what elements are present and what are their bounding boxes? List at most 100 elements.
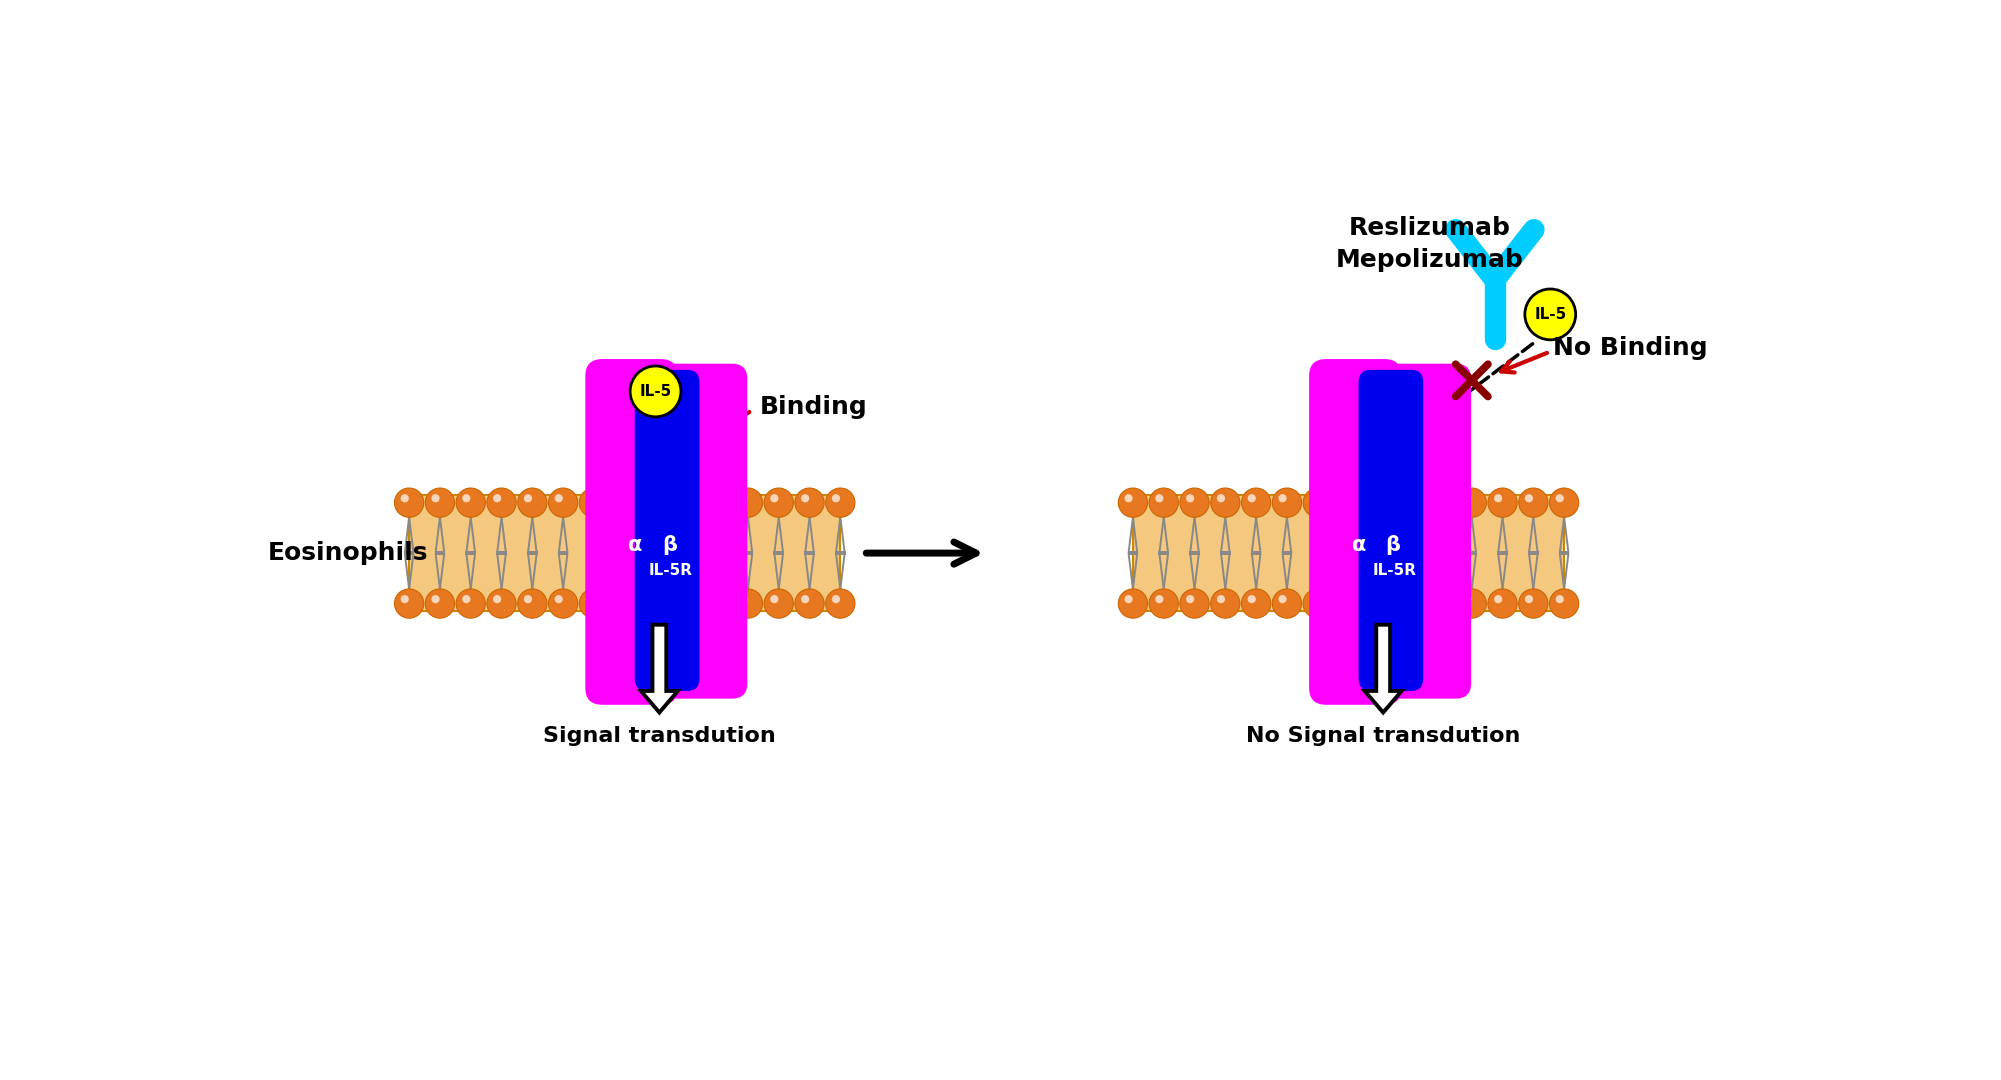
Circle shape bbox=[586, 595, 594, 604]
Circle shape bbox=[764, 589, 792, 618]
Circle shape bbox=[800, 595, 808, 604]
Circle shape bbox=[1241, 589, 1271, 618]
Circle shape bbox=[1401, 595, 1411, 604]
Circle shape bbox=[1433, 595, 1441, 604]
Text: IL-5: IL-5 bbox=[1535, 307, 1567, 322]
Text: β: β bbox=[1385, 536, 1401, 555]
Circle shape bbox=[1303, 589, 1333, 618]
Circle shape bbox=[1279, 495, 1287, 502]
Circle shape bbox=[1155, 495, 1163, 502]
Circle shape bbox=[394, 488, 424, 517]
Circle shape bbox=[1187, 495, 1195, 502]
Circle shape bbox=[1249, 495, 1257, 502]
Circle shape bbox=[1463, 495, 1471, 502]
Circle shape bbox=[1457, 589, 1487, 618]
Circle shape bbox=[708, 595, 716, 604]
Circle shape bbox=[1335, 589, 1363, 618]
Circle shape bbox=[794, 488, 824, 517]
Circle shape bbox=[702, 589, 732, 618]
Circle shape bbox=[524, 595, 532, 604]
Circle shape bbox=[1119, 589, 1147, 618]
Circle shape bbox=[580, 589, 608, 618]
Circle shape bbox=[640, 589, 670, 618]
Circle shape bbox=[1525, 220, 1543, 239]
Circle shape bbox=[1125, 495, 1133, 502]
Text: Binding: Binding bbox=[760, 395, 866, 419]
Text: α: α bbox=[628, 536, 642, 555]
Circle shape bbox=[462, 595, 470, 604]
Circle shape bbox=[1495, 595, 1503, 604]
Circle shape bbox=[1365, 488, 1395, 517]
Circle shape bbox=[394, 589, 424, 618]
Circle shape bbox=[1341, 495, 1349, 502]
Circle shape bbox=[1457, 488, 1487, 517]
Circle shape bbox=[1555, 495, 1565, 502]
Circle shape bbox=[616, 495, 624, 502]
Circle shape bbox=[678, 595, 686, 604]
Text: Reslizumab: Reslizumab bbox=[1349, 216, 1511, 240]
Circle shape bbox=[630, 366, 680, 417]
Circle shape bbox=[702, 488, 732, 517]
Circle shape bbox=[548, 488, 578, 517]
FancyBboxPatch shape bbox=[586, 359, 678, 705]
Circle shape bbox=[1273, 589, 1301, 618]
Text: β: β bbox=[662, 536, 676, 555]
Circle shape bbox=[800, 495, 808, 502]
Circle shape bbox=[1401, 495, 1411, 502]
Circle shape bbox=[554, 495, 562, 502]
Text: No Signal transdution: No Signal transdution bbox=[1247, 727, 1521, 746]
Circle shape bbox=[610, 589, 640, 618]
Circle shape bbox=[646, 595, 654, 604]
Circle shape bbox=[1489, 589, 1517, 618]
Circle shape bbox=[518, 589, 546, 618]
Circle shape bbox=[1309, 495, 1317, 502]
Circle shape bbox=[1485, 329, 1505, 349]
Polygon shape bbox=[640, 624, 678, 713]
Circle shape bbox=[1211, 488, 1241, 517]
Text: Mepolizumab: Mepolizumab bbox=[1335, 248, 1523, 272]
Circle shape bbox=[1211, 589, 1241, 618]
Bar bbox=[1133, 496, 1565, 611]
Circle shape bbox=[1217, 595, 1225, 604]
Circle shape bbox=[1447, 220, 1465, 239]
Text: IL-5R: IL-5R bbox=[648, 563, 692, 578]
Circle shape bbox=[456, 589, 486, 618]
Text: Eosinophils: Eosinophils bbox=[268, 541, 428, 565]
Circle shape bbox=[400, 495, 408, 502]
Circle shape bbox=[770, 495, 778, 502]
Circle shape bbox=[764, 488, 792, 517]
Circle shape bbox=[832, 495, 840, 502]
Bar bbox=[408, 496, 840, 611]
Circle shape bbox=[1495, 495, 1503, 502]
Circle shape bbox=[1519, 589, 1549, 618]
Text: No Binding: No Binding bbox=[1553, 336, 1709, 360]
Circle shape bbox=[616, 595, 624, 604]
Circle shape bbox=[1155, 595, 1163, 604]
Circle shape bbox=[708, 495, 716, 502]
Circle shape bbox=[672, 488, 700, 517]
Circle shape bbox=[1489, 488, 1517, 517]
Circle shape bbox=[1365, 589, 1395, 618]
FancyBboxPatch shape bbox=[658, 364, 746, 699]
Circle shape bbox=[524, 495, 532, 502]
Circle shape bbox=[732, 488, 762, 517]
Circle shape bbox=[432, 595, 440, 604]
Circle shape bbox=[1217, 495, 1225, 502]
Circle shape bbox=[400, 595, 408, 604]
Circle shape bbox=[794, 589, 824, 618]
Circle shape bbox=[492, 495, 500, 502]
Circle shape bbox=[826, 488, 854, 517]
Circle shape bbox=[1149, 488, 1179, 517]
FancyBboxPatch shape bbox=[1383, 364, 1471, 699]
Circle shape bbox=[610, 488, 640, 517]
Circle shape bbox=[518, 488, 546, 517]
Circle shape bbox=[1181, 488, 1209, 517]
Circle shape bbox=[646, 495, 654, 502]
Circle shape bbox=[732, 589, 762, 618]
Circle shape bbox=[1525, 595, 1533, 604]
Circle shape bbox=[1241, 488, 1271, 517]
Circle shape bbox=[1279, 595, 1287, 604]
Circle shape bbox=[426, 488, 454, 517]
Circle shape bbox=[740, 595, 748, 604]
Circle shape bbox=[1371, 495, 1379, 502]
